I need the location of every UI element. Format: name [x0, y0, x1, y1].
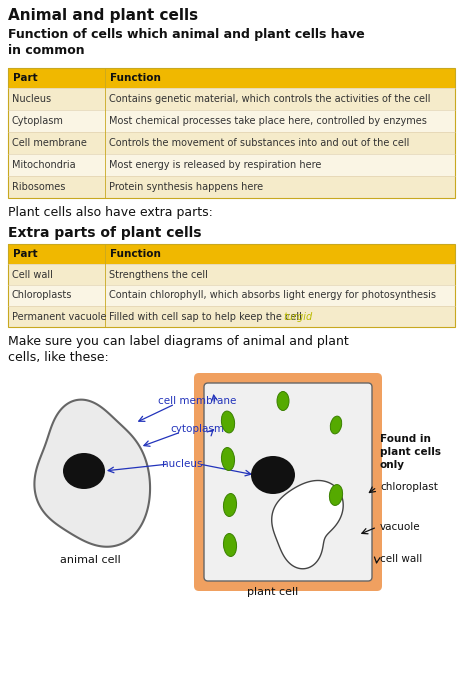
Ellipse shape — [329, 484, 343, 505]
Text: Cell wall: Cell wall — [12, 270, 53, 279]
Bar — [8, 68, 455, 198]
Text: Most energy is released by respiration here: Most energy is released by respiration h… — [109, 160, 321, 170]
Bar — [8, 88, 455, 110]
Bar — [8, 244, 455, 264]
Text: Cell membrane: Cell membrane — [12, 138, 87, 148]
Ellipse shape — [223, 533, 237, 557]
Text: Function of cells which animal and plant cells have
in common: Function of cells which animal and plant… — [8, 28, 365, 57]
Text: Make sure you can label diagrams of animal and plant
cells, like these:: Make sure you can label diagrams of anim… — [8, 335, 349, 364]
Bar — [8, 110, 455, 132]
Text: chloroplast: chloroplast — [380, 482, 438, 492]
Text: cytoplasm: cytoplasm — [170, 424, 224, 434]
Ellipse shape — [277, 391, 289, 410]
Text: animal cell: animal cell — [60, 555, 120, 565]
Text: Most chemical processes take place here, controlled by enzymes: Most chemical processes take place here,… — [109, 116, 427, 126]
Text: plant cell: plant cell — [247, 587, 299, 597]
Text: Found in
plant cells
only: Found in plant cells only — [380, 434, 441, 471]
Text: Part: Part — [13, 249, 37, 259]
Text: Contain chlorophyll, which absorbs light energy for photosynthesis: Contain chlorophyll, which absorbs light… — [109, 290, 436, 301]
Text: cell wall: cell wall — [380, 554, 422, 564]
Text: Mitochondria: Mitochondria — [12, 160, 76, 170]
Text: vacuole: vacuole — [380, 522, 420, 532]
FancyBboxPatch shape — [194, 373, 382, 591]
Text: Nucleus: Nucleus — [12, 94, 51, 104]
Text: cell membrane: cell membrane — [158, 396, 236, 406]
Text: Contains genetic material, which controls the activities of the cell: Contains genetic material, which control… — [109, 94, 430, 104]
Text: Protein synthesis happens here: Protein synthesis happens here — [109, 182, 263, 192]
Bar — [8, 306, 455, 327]
Bar — [8, 264, 455, 285]
Bar — [8, 68, 455, 88]
Text: Extra parts of plant cells: Extra parts of plant cells — [8, 226, 201, 240]
Text: Cytoplasm: Cytoplasm — [12, 116, 64, 126]
Ellipse shape — [63, 453, 105, 489]
Bar — [8, 132, 455, 154]
Text: nucleus: nucleus — [162, 459, 202, 469]
Text: turgid: turgid — [283, 311, 312, 322]
Text: Function: Function — [110, 249, 161, 259]
FancyBboxPatch shape — [204, 383, 372, 581]
Ellipse shape — [221, 411, 235, 433]
Bar — [8, 176, 455, 198]
Ellipse shape — [221, 447, 235, 471]
Text: Permanent vacuole: Permanent vacuole — [12, 311, 107, 322]
Text: Strengthens the cell: Strengthens the cell — [109, 270, 208, 279]
Text: Animal and plant cells: Animal and plant cells — [8, 8, 198, 23]
Text: Filled with cell sap to help keep the cell: Filled with cell sap to help keep the ce… — [109, 311, 305, 322]
Ellipse shape — [330, 416, 342, 434]
Polygon shape — [35, 400, 150, 547]
Polygon shape — [272, 480, 343, 569]
Text: Plant cells also have extra parts:: Plant cells also have extra parts: — [8, 206, 213, 219]
Text: Ribosomes: Ribosomes — [12, 182, 65, 192]
Text: Controls the movement of substances into and out of the cell: Controls the movement of substances into… — [109, 138, 410, 148]
Bar — [8, 285, 455, 306]
Ellipse shape — [223, 494, 237, 516]
Bar — [8, 154, 455, 176]
Bar — [8, 244, 455, 327]
Text: Chloroplasts: Chloroplasts — [12, 290, 73, 301]
Text: Part: Part — [13, 73, 37, 83]
Ellipse shape — [251, 456, 295, 494]
Text: Function: Function — [110, 73, 161, 83]
